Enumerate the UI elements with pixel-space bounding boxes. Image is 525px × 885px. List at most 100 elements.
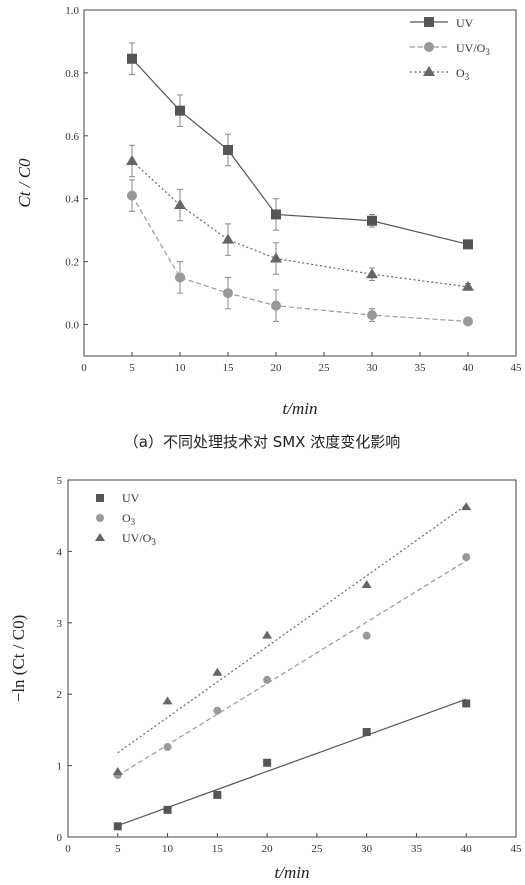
series-uv — [127, 42, 473, 250]
data-point — [175, 105, 185, 116]
y-tick-label: 4 — [57, 546, 63, 558]
data-point — [127, 190, 137, 201]
data-point — [223, 288, 233, 299]
data-point — [461, 502, 472, 511]
data-point — [462, 699, 471, 708]
y-tick-label: 5 — [57, 475, 63, 487]
x-axis-label: t/min — [283, 399, 318, 418]
x-tick-label: 45 — [511, 843, 523, 855]
legend: UV O3 UV/O3 — [95, 491, 156, 547]
x-tick-label: 30 — [367, 362, 379, 374]
x-tick-label: 0 — [65, 843, 71, 855]
fit-line — [117, 504, 467, 754]
y-tick-label: 0.0 — [65, 320, 79, 332]
data-point — [462, 553, 471, 562]
data-point — [271, 300, 281, 311]
series-line — [131, 58, 469, 245]
legend-label: UV — [122, 491, 140, 505]
data-point — [367, 310, 377, 321]
figure-caption: （a）不同处理技术对 SMX 浓度变化影响 — [124, 433, 400, 451]
data-point — [362, 728, 371, 737]
legend-marker — [96, 514, 104, 522]
x-tick-label: 10 — [162, 843, 174, 855]
data-point — [162, 696, 173, 705]
y-tick-label: 1 — [57, 761, 63, 773]
series-line — [131, 160, 469, 288]
data-point — [263, 675, 272, 684]
y-tick-label: 0.8 — [65, 68, 79, 80]
data-point — [223, 144, 233, 155]
y-tick-label: 1.0 — [65, 5, 79, 17]
fit-line — [117, 698, 467, 827]
x-tick-label: 15 — [212, 843, 224, 855]
data-point — [174, 199, 186, 210]
data-point — [270, 252, 282, 263]
x-tick-label: 40 — [463, 362, 475, 374]
x-tick-label: 5 — [115, 843, 121, 855]
y-tick-label: 0 — [57, 832, 63, 844]
series-uv-o3 — [112, 502, 472, 776]
x-tick-label: 35 — [415, 362, 427, 374]
data-point — [213, 790, 222, 799]
data-point — [462, 280, 474, 291]
x-tick-label: 5 — [129, 362, 135, 374]
x-tick-label: 10 — [175, 362, 187, 374]
x-tick-label: 20 — [262, 843, 274, 855]
x-tick-label: 20 — [271, 362, 283, 374]
series-o3 — [126, 144, 474, 291]
data-point — [366, 268, 378, 279]
y-tick-label: 0.4 — [65, 194, 79, 206]
legend-marker — [424, 42, 434, 52]
fit-line — [117, 560, 467, 777]
data-point — [175, 272, 185, 283]
y-tick-label: 3 — [57, 618, 63, 630]
y-tick-label: 0.2 — [65, 257, 79, 269]
x-tick-label: 30 — [361, 843, 373, 855]
legend-label: UV/O3 — [122, 531, 156, 547]
x-tick-label: 25 — [311, 843, 323, 855]
legend-label: UV — [456, 16, 474, 30]
series-uv — [113, 698, 471, 831]
legend-label: UV/O3 — [456, 41, 490, 57]
legend-marker — [424, 17, 434, 27]
x-axis-label: t/min — [275, 863, 310, 882]
series-uv-o3 — [127, 179, 473, 327]
data-point — [463, 239, 473, 250]
y-tick-label: 0.6 — [65, 131, 79, 143]
data-point — [163, 805, 172, 814]
x-tick-label: 15 — [223, 362, 235, 374]
data-point — [222, 233, 234, 244]
series-line — [131, 195, 469, 322]
x-tick-label: 35 — [411, 843, 423, 855]
data-point — [213, 706, 222, 715]
legend-label: O3 — [456, 66, 470, 82]
legend-marker — [423, 66, 435, 76]
data-point — [112, 767, 123, 776]
data-point — [271, 209, 281, 220]
data-point — [126, 154, 138, 165]
y-tick-label: 2 — [57, 689, 63, 701]
chart-a: 0 5 10 15 20 25 30 35 40 45 0.0 0.2 0.4 0.6 0.8 1.0 t/mi… — [15, 5, 523, 451]
legend-marker — [95, 533, 105, 541]
data-point — [127, 53, 137, 64]
data-point — [212, 667, 223, 676]
y-axis-label: −ln (Ct / C0) — [9, 615, 28, 703]
data-point — [113, 822, 122, 831]
data-point — [163, 743, 172, 752]
x-tick-label: 0 — [81, 362, 87, 374]
legend: UV UV/O3 O3 — [410, 16, 490, 82]
y-axis-label: Ct / C0 — [15, 158, 34, 208]
plot-frame — [83, 9, 517, 357]
legend-marker — [96, 494, 104, 502]
data-point — [361, 579, 372, 588]
data-point — [367, 215, 377, 226]
data-point — [362, 631, 371, 640]
data-point — [262, 630, 273, 639]
plot-frame — [67, 479, 517, 838]
x-tick-label: 45 — [511, 362, 523, 374]
legend-label: O3 — [122, 511, 136, 527]
data-point — [463, 316, 473, 327]
x-tick-label: 25 — [319, 362, 331, 374]
series-o3 — [113, 553, 471, 779]
